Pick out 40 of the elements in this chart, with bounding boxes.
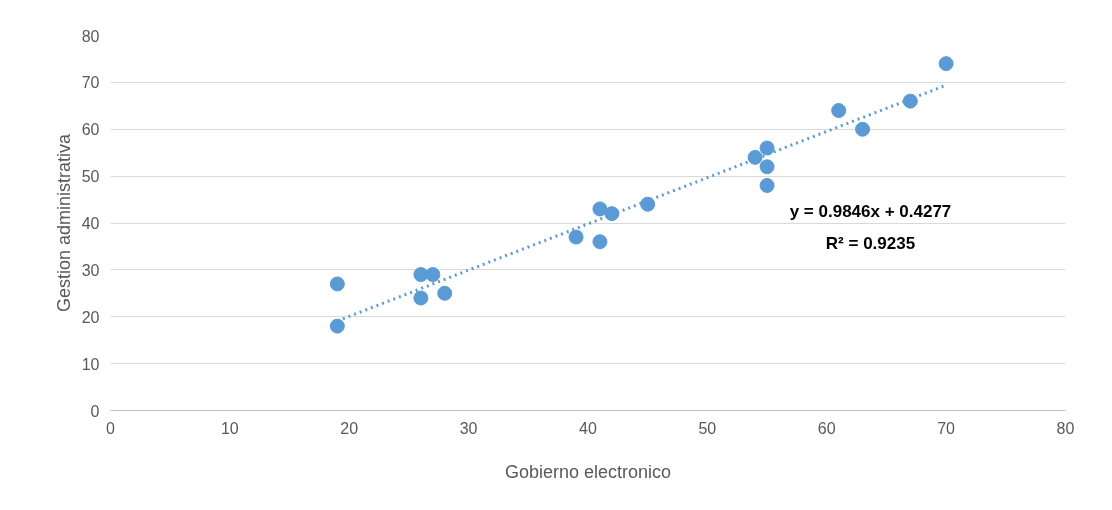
y-tick-label: 30	[81, 261, 100, 279]
annotation: y = 0.9846x + 0.4277	[789, 201, 952, 221]
point	[425, 267, 441, 283]
y-tick-label: 10	[81, 355, 100, 373]
annotation: R² = 0.9235	[825, 233, 916, 253]
point	[831, 103, 847, 118]
point	[640, 196, 656, 212]
y-tick-label: 60	[81, 121, 100, 139]
y-tick-label: 70	[81, 74, 100, 92]
x-axis-title: Gobierno electronico	[504, 461, 672, 482]
point	[568, 229, 584, 245]
y-tick-label: 40	[81, 215, 100, 232]
x-tick-label: 80	[1056, 419, 1075, 437]
y-tick-label: 80	[81, 27, 100, 45]
point	[759, 178, 775, 193]
point	[759, 159, 775, 175]
y-tick-label: 50	[81, 168, 100, 186]
point	[759, 140, 775, 156]
y-tick-label: 0	[90, 402, 100, 420]
x-tick-label: 0	[106, 419, 116, 437]
x-tick-label: 20	[340, 419, 359, 437]
point	[604, 206, 620, 222]
point	[747, 149, 763, 165]
x-tick-label: 10	[220, 419, 239, 437]
x-tick-label: 70	[937, 419, 956, 437]
point	[592, 201, 608, 217]
x-tick-label: 50	[698, 419, 717, 437]
x-tick-label: 40	[579, 419, 597, 437]
point	[938, 56, 954, 72]
point	[329, 318, 345, 334]
point	[902, 93, 918, 109]
point	[329, 276, 345, 292]
y-tick-label: 20	[81, 308, 100, 326]
y-axis-title: Gestion administrativa	[53, 132, 74, 313]
point	[437, 285, 453, 301]
x-tick-label: 60	[817, 419, 836, 437]
point	[592, 234, 608, 250]
point	[855, 121, 871, 137]
point	[413, 290, 429, 306]
x-tick-label: 30	[459, 419, 478, 437]
